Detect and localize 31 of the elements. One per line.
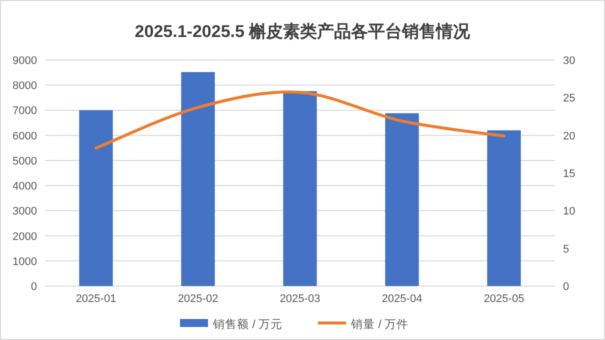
- y2-tick-label: 25: [563, 92, 576, 105]
- y-tick-label: 8000: [12, 80, 37, 92]
- y2-tick-label: 20: [563, 130, 576, 142]
- y2-tick-label: 30: [563, 55, 576, 67]
- y-tick-label: 0: [30, 281, 37, 293]
- y2-tick-label: 0: [563, 281, 570, 293]
- y2-tick-label: 15: [563, 168, 576, 180]
- y-tick-label: 3000: [12, 206, 37, 218]
- bar: [487, 130, 521, 286]
- line-series: [94, 90, 506, 150]
- legend-label: 销售额 / 万元: [212, 317, 283, 331]
- y-tick-label: 4000: [12, 180, 37, 193]
- x-tick-label: 2025-05: [484, 293, 524, 305]
- legend-label: 销量 / 万件: [350, 318, 409, 331]
- y-tick-label: 1000: [12, 256, 37, 268]
- x-tick-label: 2025-01: [76, 293, 116, 305]
- y2-tick-label: 10: [563, 206, 576, 218]
- x-tick-label: 2025-03: [280, 293, 320, 305]
- bar: [385, 113, 419, 286]
- y-tick-label: 7000: [12, 105, 37, 118]
- y-tick-label: 2000: [12, 230, 37, 243]
- y-tick-label: 9000: [12, 55, 37, 67]
- y-tick-label: 6000: [12, 130, 37, 142]
- x-tick-label: 2025-02: [178, 293, 218, 305]
- chart-title: 2025.1-2025.5 槲皮素类产品各平台销售情况: [134, 22, 472, 41]
- y2-tick-label: 5: [563, 243, 570, 256]
- bar: [283, 91, 317, 286]
- bar: [79, 110, 113, 286]
- y-tick-label: 5000: [12, 155, 37, 168]
- x-tick-label: 2025-04: [382, 293, 422, 305]
- bar: [181, 72, 215, 286]
